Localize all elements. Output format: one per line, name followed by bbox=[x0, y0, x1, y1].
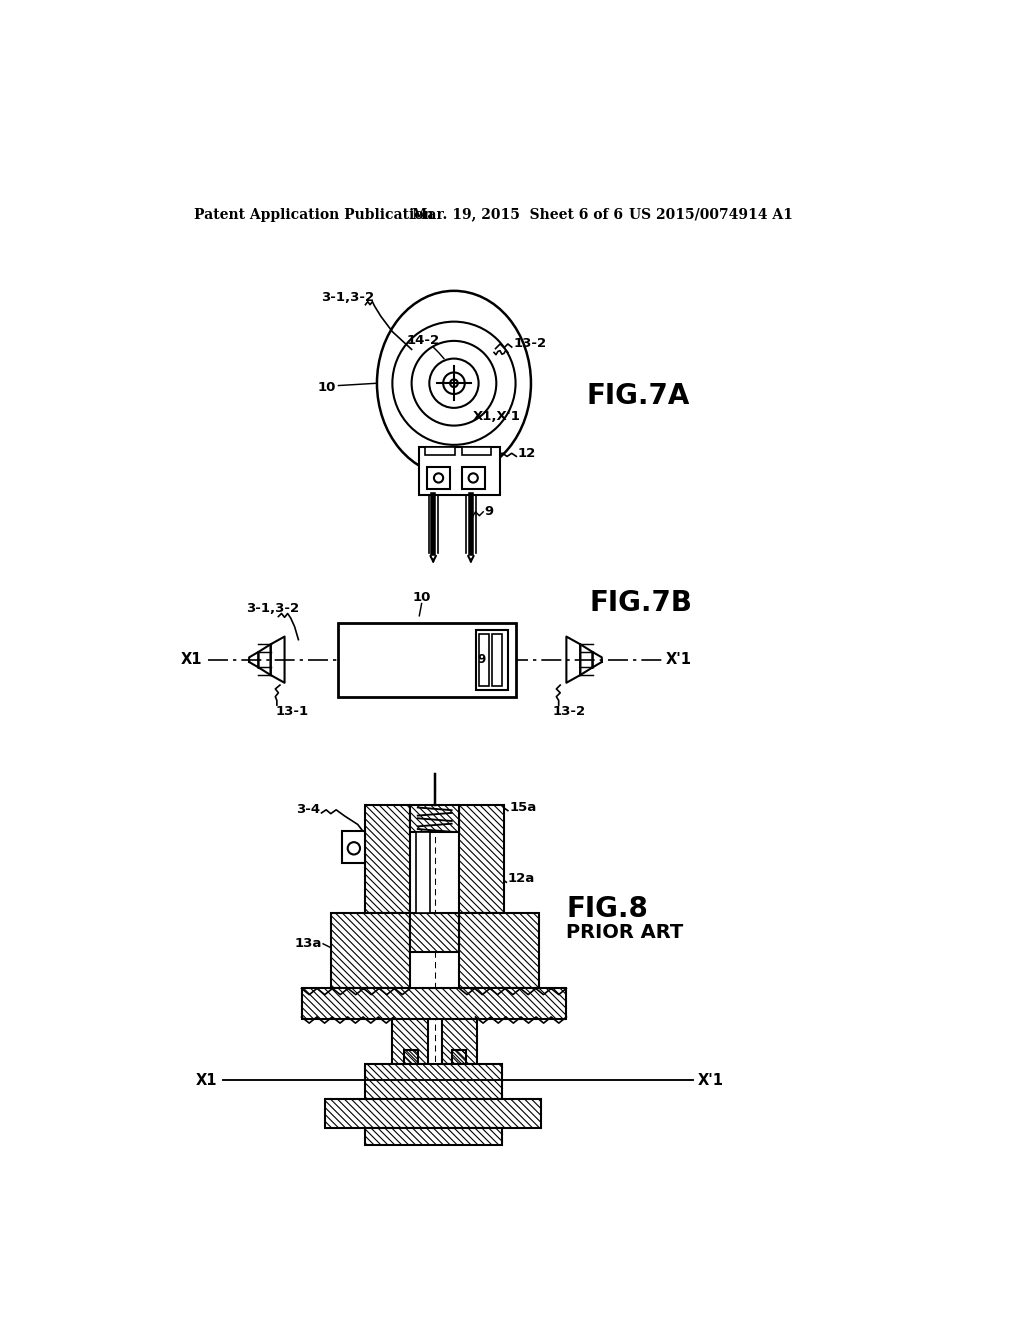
Bar bbox=[366, 1127, 503, 1144]
Bar bbox=[410, 913, 460, 952]
Text: PRIOR ART: PRIOR ART bbox=[566, 923, 684, 941]
Bar bbox=[366, 1064, 503, 1098]
Bar bbox=[301, 989, 566, 1019]
Bar bbox=[452, 1051, 466, 1064]
Text: 14-2: 14-2 bbox=[407, 334, 439, 347]
Text: 10: 10 bbox=[317, 380, 336, 393]
Bar bbox=[460, 805, 504, 913]
Bar bbox=[366, 1127, 503, 1144]
Bar bbox=[419, 447, 500, 495]
Text: 13-2: 13-2 bbox=[553, 705, 586, 718]
Text: 13-1: 13-1 bbox=[275, 705, 308, 718]
Text: 3-1,3-2: 3-1,3-2 bbox=[246, 602, 299, 615]
Text: 9: 9 bbox=[477, 653, 485, 667]
Bar bbox=[479, 635, 488, 686]
Bar bbox=[460, 913, 539, 989]
Text: FIG.7A: FIG.7A bbox=[587, 381, 690, 409]
Text: X1: X1 bbox=[196, 1073, 217, 1088]
Bar bbox=[392, 1019, 428, 1064]
Text: X'1: X'1 bbox=[666, 652, 691, 667]
Text: 15a: 15a bbox=[509, 801, 537, 814]
Bar bbox=[452, 1051, 466, 1064]
Bar bbox=[441, 1019, 477, 1064]
Text: 13-2: 13-2 bbox=[513, 337, 547, 350]
Bar bbox=[403, 1051, 418, 1064]
Bar bbox=[403, 1051, 418, 1064]
Bar bbox=[326, 1098, 541, 1127]
Text: FIG.8: FIG.8 bbox=[566, 895, 648, 923]
Bar bbox=[410, 805, 460, 832]
Text: 12: 12 bbox=[518, 446, 537, 459]
Bar bbox=[493, 635, 502, 686]
Bar bbox=[331, 913, 410, 989]
Bar bbox=[462, 467, 484, 488]
Text: 12a: 12a bbox=[508, 871, 536, 884]
Text: X'1: X'1 bbox=[697, 1073, 723, 1088]
Text: 9: 9 bbox=[484, 506, 494, 519]
Text: FIG.7B: FIG.7B bbox=[590, 589, 692, 616]
Bar bbox=[425, 447, 455, 455]
Text: 3-4: 3-4 bbox=[296, 803, 319, 816]
Bar bbox=[326, 1098, 541, 1127]
Text: Patent Application Publication: Patent Application Publication bbox=[194, 207, 433, 222]
Bar bbox=[339, 623, 515, 697]
Bar bbox=[462, 447, 490, 455]
Bar bbox=[366, 805, 410, 913]
Bar bbox=[410, 913, 460, 952]
Bar bbox=[441, 1019, 477, 1064]
Bar bbox=[392, 1019, 428, 1064]
Bar bbox=[460, 805, 504, 913]
Bar bbox=[416, 832, 430, 913]
Bar bbox=[301, 989, 566, 1019]
Text: X1,X'1: X1,X'1 bbox=[473, 409, 521, 422]
Bar bbox=[427, 467, 451, 488]
Text: US 2015/0074914 A1: US 2015/0074914 A1 bbox=[629, 207, 793, 222]
Bar bbox=[342, 830, 366, 863]
Text: 3-1,3-2: 3-1,3-2 bbox=[322, 290, 375, 304]
Text: 13a: 13a bbox=[294, 937, 322, 950]
Bar bbox=[366, 1064, 503, 1098]
Bar bbox=[331, 913, 410, 989]
Bar bbox=[410, 805, 460, 832]
Bar bbox=[460, 913, 539, 989]
Text: 10: 10 bbox=[413, 591, 431, 603]
Text: X1: X1 bbox=[180, 652, 202, 667]
Text: Mar. 19, 2015  Sheet 6 of 6: Mar. 19, 2015 Sheet 6 of 6 bbox=[412, 207, 623, 222]
Bar bbox=[475, 631, 508, 689]
Bar bbox=[366, 805, 410, 913]
